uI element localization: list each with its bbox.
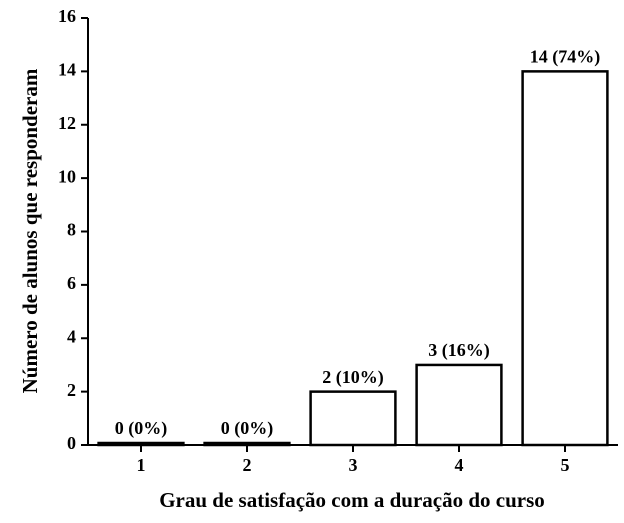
y-tick-label: 2: [67, 380, 76, 400]
value-label: 0 (0%): [115, 418, 168, 439]
y-tick-label: 8: [67, 220, 76, 240]
y-tick-label: 16: [58, 6, 76, 26]
bar: [309, 390, 397, 447]
x-axis-label: Grau de satisfação com a duração do curs…: [159, 488, 545, 512]
x-tick-label: 1: [137, 455, 146, 475]
y-tick-label: 0: [67, 433, 76, 453]
value-label: 2 (10%): [322, 367, 384, 388]
y-axis-label: Número de alunos que responderam: [18, 68, 42, 393]
y-tick-label: 10: [58, 166, 76, 186]
y-tick-label: 4: [67, 326, 76, 346]
x-tick-label: 5: [561, 455, 570, 475]
x-tick-label: 3: [349, 455, 358, 475]
value-label: 3 (16%): [428, 340, 490, 361]
y-tick-label: 6: [67, 273, 76, 293]
bar: [415, 363, 503, 447]
x-tick-label: 2: [243, 455, 252, 475]
value-label: 0 (0%): [221, 418, 274, 439]
y-tick-label: 14: [58, 60, 76, 80]
x-tick-label: 4: [455, 455, 464, 475]
y-tick-label: 12: [58, 113, 76, 133]
value-label: 14 (74%): [530, 47, 601, 68]
bar: [521, 70, 609, 447]
